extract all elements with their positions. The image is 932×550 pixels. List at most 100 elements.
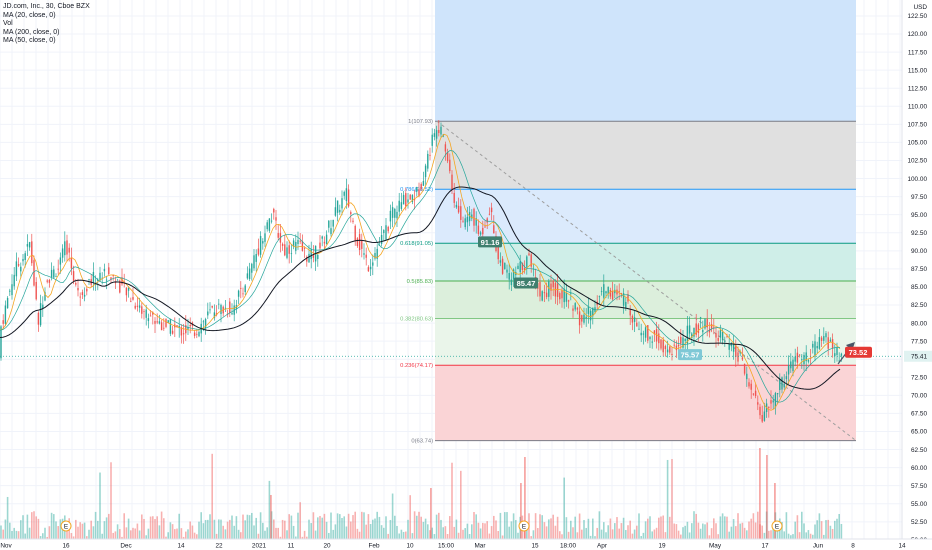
- candle-body: [592, 307, 594, 317]
- volume-bar: [387, 533, 389, 543]
- candle-body: [389, 210, 392, 222]
- fib-zone[interactable]: [435, 121, 856, 190]
- markers[interactable]: 91.16 85.47 75.57 73.52 E E E: [60, 236, 872, 532]
- price-marker[interactable]: [678, 349, 702, 361]
- volume-bar: [774, 483, 776, 543]
- last-price-badge[interactable]: [904, 350, 932, 362]
- volume-bar: [240, 532, 242, 543]
- candle-body: [288, 245, 290, 254]
- candle-body: [275, 217, 277, 221]
- volume-bar: [596, 527, 598, 543]
- candle-body: [781, 377, 783, 390]
- volume-bar: [209, 514, 211, 543]
- volume-bar: [543, 522, 546, 543]
- fib-zone[interactable]: [435, 189, 856, 244]
- volume-bar: [779, 518, 781, 543]
- candle-body: [306, 256, 308, 262]
- candle-body: [460, 206, 462, 220]
- candle-body: [475, 218, 477, 226]
- volume-bar: [169, 522, 172, 543]
- volume-bar: [699, 528, 702, 543]
- fib-level-label: 1(107.93): [408, 119, 433, 125]
- volume-bar: [482, 522, 484, 543]
- current-price-tag[interactable]: [845, 346, 872, 358]
- price-marker[interactable]: [514, 277, 538, 289]
- volume-bar: [737, 513, 739, 543]
- candle-body: [831, 339, 834, 349]
- fib-level-label: 0.5(85.83): [407, 279, 433, 285]
- volume-bar: [578, 513, 581, 543]
- candle-body: [574, 303, 576, 310]
- candle-body: [158, 321, 161, 324]
- candle-body: [169, 318, 172, 334]
- volume-bar: [724, 516, 726, 543]
- candle-body: [686, 325, 689, 344]
- candle-body: [165, 319, 167, 327]
- indicator-legend[interactable]: JD.com, Inc., 30, Cboe BZX MA (20, close…: [3, 3, 90, 46]
- candle-body: [706, 318, 708, 328]
- volume-bar: [297, 512, 299, 543]
- candle-body: [565, 292, 568, 302]
- legend-ma20[interactable]: MA (20, close, 0): [3, 11, 56, 19]
- candle-body: [332, 219, 334, 227]
- candlesticks: [0, 119, 843, 423]
- volume-bar: [732, 519, 735, 543]
- volume-bar: [255, 517, 257, 543]
- volume-bar: [730, 526, 733, 543]
- price-marker[interactable]: [478, 236, 502, 248]
- volume-bar: [649, 516, 651, 543]
- volume-bar: [154, 519, 156, 543]
- price-tick-label: 52.50: [911, 519, 927, 526]
- fib-extension-zone[interactable]: [435, 0, 856, 122]
- volume-bar: [603, 522, 605, 543]
- legend-ma200[interactable]: MA (200, close, 0): [3, 28, 60, 36]
- candle-body: [521, 262, 524, 270]
- candle-body: [17, 264, 20, 266]
- volume-bar: [464, 528, 466, 543]
- candle-body: [154, 321, 156, 324]
- candle-body: [772, 400, 774, 403]
- candle-body: [64, 241, 66, 256]
- earnings-marker[interactable]: [60, 520, 72, 532]
- candle-body: [710, 323, 713, 329]
- candle-body: [640, 332, 642, 336]
- candle-body: [103, 268, 106, 272]
- candle-body: [605, 291, 607, 294]
- fib-zone[interactable]: [435, 365, 856, 441]
- volume-bar: [642, 532, 645, 543]
- fib-retracement[interactable]: 1(107.93)0.786(98.52)0.618(91.05)0.5(85.…: [400, 0, 857, 445]
- volume-bar: [739, 523, 741, 543]
- candle-body: [814, 341, 816, 357]
- volume-bar: [380, 525, 383, 543]
- time-axis[interactable]: [0, 539, 932, 550]
- candle-body: [409, 194, 411, 200]
- volume-bar: [761, 525, 763, 543]
- price-marker-label: 75.57: [681, 351, 700, 360]
- price-axis[interactable]: [902, 0, 932, 550]
- candle-body: [457, 205, 460, 213]
- candle-body: [424, 165, 427, 178]
- volume-bar: [493, 515, 495, 543]
- volume-bar: [466, 523, 469, 543]
- volume-bar: [130, 530, 132, 543]
- volume-bar: [572, 527, 574, 543]
- candle-body: [589, 310, 592, 321]
- candle-body: [182, 333, 185, 335]
- legend-ma50[interactable]: MA (50, close, 0): [3, 37, 56, 45]
- candle-body: [598, 296, 601, 298]
- candle-body: [251, 263, 253, 273]
- candle-body: [581, 315, 583, 322]
- volume-bar: [647, 518, 649, 543]
- volume-bar: [264, 530, 266, 543]
- candle-body: [724, 341, 726, 342]
- volume-bar: [191, 525, 194, 543]
- legend-vol[interactable]: Vol: [3, 20, 13, 28]
- volume-bar: [277, 527, 279, 543]
- candle-body: [143, 311, 145, 313]
- volume-bar: [581, 529, 583, 543]
- earnings-marker[interactable]: [771, 520, 783, 532]
- candle-body: [116, 279, 119, 281]
- earnings-marker[interactable]: [518, 520, 530, 532]
